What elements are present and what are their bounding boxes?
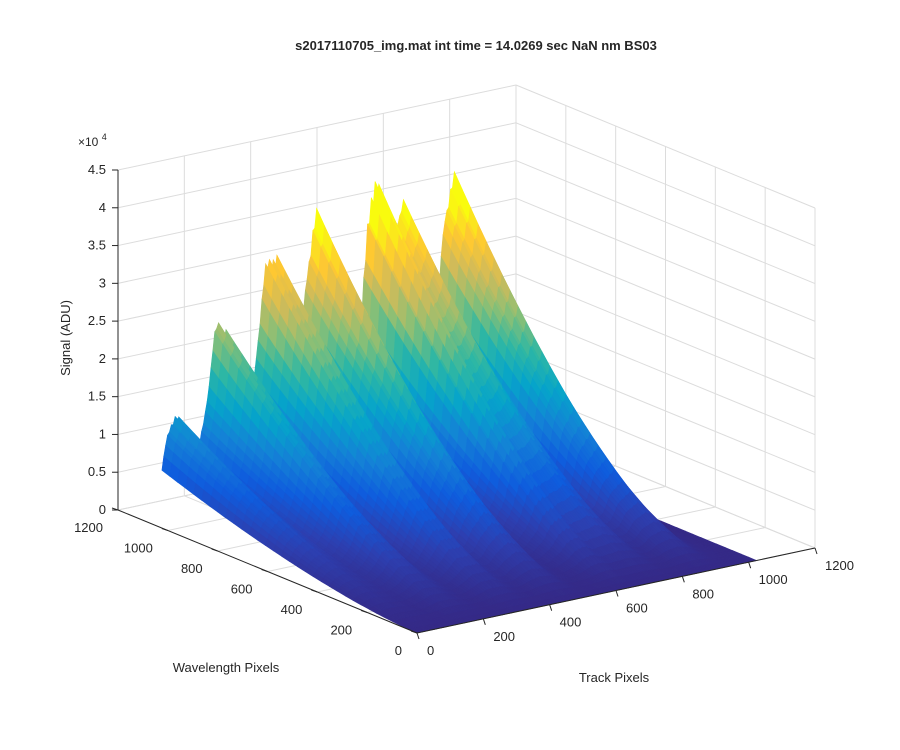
surface-mesh xyxy=(161,170,758,634)
chart-title: s2017110705_img.mat int time = 14.0269 s… xyxy=(295,38,657,53)
